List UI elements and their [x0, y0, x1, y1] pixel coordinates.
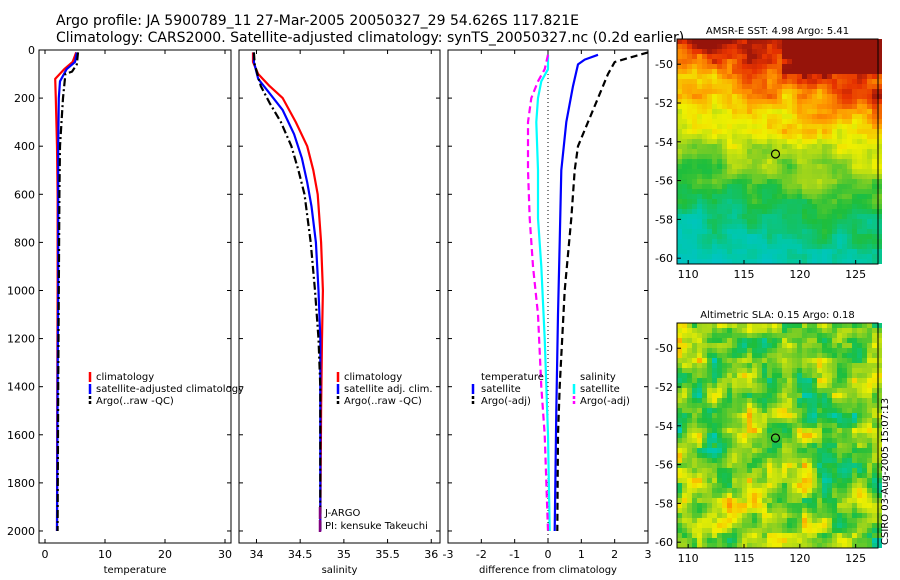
x-tick-label: 36: [424, 548, 438, 561]
annotation-text: J-ARGO: [324, 508, 361, 519]
x-tick-label: -1: [509, 548, 520, 561]
x-tick-label: 110: [678, 268, 699, 281]
x-tick-label: 3: [645, 548, 652, 561]
profile-panel-0: 0 10 20 30 temperature 0 200 400 600 800 1000 1200 1…: [7, 44, 232, 576]
y-tick-label: -56: [655, 175, 673, 188]
x-tick-label: 115: [734, 268, 755, 281]
x-tick-label: 120: [789, 268, 810, 281]
y-tick-label: 1200: [7, 333, 35, 346]
series-line-1-0: [251, 52, 324, 532]
legend-label: Argo(-adj): [481, 396, 531, 407]
x-axis-label: salinity: [322, 565, 358, 576]
y-tick-label: -54: [655, 136, 673, 149]
map-panel-0: AMSR-E SST: 4.98 Argo: 5.41 110 115 120 125 -…: [655, 26, 882, 281]
annotation-text: PI: kensuke Takeuchi: [325, 521, 428, 532]
legend-label: Argo(..raw -QC): [344, 396, 422, 407]
legend-title: salinity: [580, 372, 616, 383]
series-line-2-2: [535, 54, 551, 532]
y-tick-label: 200: [14, 92, 35, 105]
y-tick-label: 1600: [7, 429, 35, 442]
legend-label: climatology: [344, 372, 402, 383]
series-line-1-1: [252, 52, 322, 531]
map-title: AMSR-E SST: 4.98 Argo: 5.41: [706, 26, 849, 37]
heatmap-cells: [677, 323, 882, 548]
panel-frame: [38, 49, 232, 544]
legend-label: satellite adj. clim.: [344, 384, 433, 395]
x-tick-label: 125: [845, 552, 866, 565]
x-tick-label: 0: [545, 548, 552, 561]
y-tick-label: -50: [655, 58, 673, 71]
map-title: Altimetric SLA: 0.15 Argo: 0.18: [700, 310, 855, 321]
argo-position-marker: [770, 433, 781, 443]
series-line-0-1: [55, 52, 78, 532]
x-tick-label: -2: [476, 548, 487, 561]
series-line-1-2: [252, 52, 322, 531]
y-tick-label: -52: [655, 97, 673, 110]
y-tick-label: -60: [655, 252, 673, 265]
series-line-0-2: [56, 52, 80, 532]
legend-label: climatology: [96, 372, 154, 383]
legend-label: Argo(-adj): [580, 396, 630, 407]
series-line-2-3: [526, 54, 550, 532]
x-tick-label: 2: [611, 548, 618, 561]
y-tick-label: 2000: [7, 525, 35, 538]
map-frame: [676, 322, 879, 549]
x-tick-label: 125: [845, 268, 866, 281]
x-tick-label: 35.5: [375, 548, 400, 561]
x-axis-label: difference from climatology: [479, 565, 617, 576]
y-tick-label: 0: [28, 44, 35, 57]
y-tick-label: -58: [655, 497, 673, 510]
x-tick-label: 30: [218, 548, 232, 561]
x-tick-label: 115: [734, 552, 755, 565]
x-tick-label: 120: [789, 552, 810, 565]
profile-panel-2: -3 -2 -1 0 1 2 3 difference from climatology: [443, 49, 652, 576]
credit-text: CSIRO 03-Aug-2005 15:07:13: [880, 397, 891, 545]
y-tick-label: 600: [14, 188, 35, 201]
y-tick-label: -56: [655, 459, 673, 472]
x-tick-label: 10: [98, 548, 112, 561]
heatmap-cells: [677, 39, 882, 264]
profile-panel-1: 34 34.5 35 35.5 36 salinity: [238, 49, 441, 576]
y-tick-label: 1400: [7, 381, 35, 394]
x-tick-label: 110: [678, 552, 699, 565]
x-tick-label: 34.5: [288, 548, 313, 561]
legend-label: satellite: [580, 384, 620, 395]
y-tick-label: -52: [655, 381, 673, 394]
map-frame: [676, 38, 879, 265]
y-tick-label: -54: [655, 420, 673, 433]
y-tick-label: -60: [655, 536, 673, 549]
x-tick-label: 35: [337, 548, 351, 561]
series-line-2-1: [556, 51, 649, 532]
legend-label: satellite: [481, 384, 521, 395]
figure-title-line1: Argo profile: JA 5900789_11 27-Mar-2005 …: [56, 13, 580, 29]
y-tick-label: 1800: [7, 477, 35, 490]
legend-label: Argo(..raw -QC): [96, 396, 174, 407]
argo-position-marker: [770, 149, 781, 159]
panel-frame: [238, 49, 441, 544]
y-tick-label: 400: [14, 140, 35, 153]
annotation-pi: J-ARGO PI: kensuke Takeuchi: [318, 507, 428, 532]
y-tick-label: 800: [14, 236, 35, 249]
x-tick-label: 1: [578, 548, 585, 561]
figure-title-line2: Climatology: CARS2000. Satellite-adjuste…: [56, 30, 685, 46]
x-tick-label: -3: [443, 548, 454, 561]
y-tick-label: 1000: [7, 284, 35, 297]
series-line-2-0: [553, 53, 599, 532]
x-tick-label: 0: [42, 548, 49, 561]
map-panel-1: Altimetric SLA: 0.15 Argo: 0.18 110 115 120…: [655, 310, 882, 565]
y-tick-label: -58: [655, 213, 673, 226]
legend-label: satellite-adjusted climatology: [96, 384, 244, 395]
legend-title: temperature: [481, 372, 544, 383]
y-tick-label: -50: [655, 342, 673, 355]
x-axis-label: temperature: [104, 565, 167, 576]
x-tick-label: 34: [249, 548, 263, 561]
x-tick-label: 20: [158, 548, 172, 561]
